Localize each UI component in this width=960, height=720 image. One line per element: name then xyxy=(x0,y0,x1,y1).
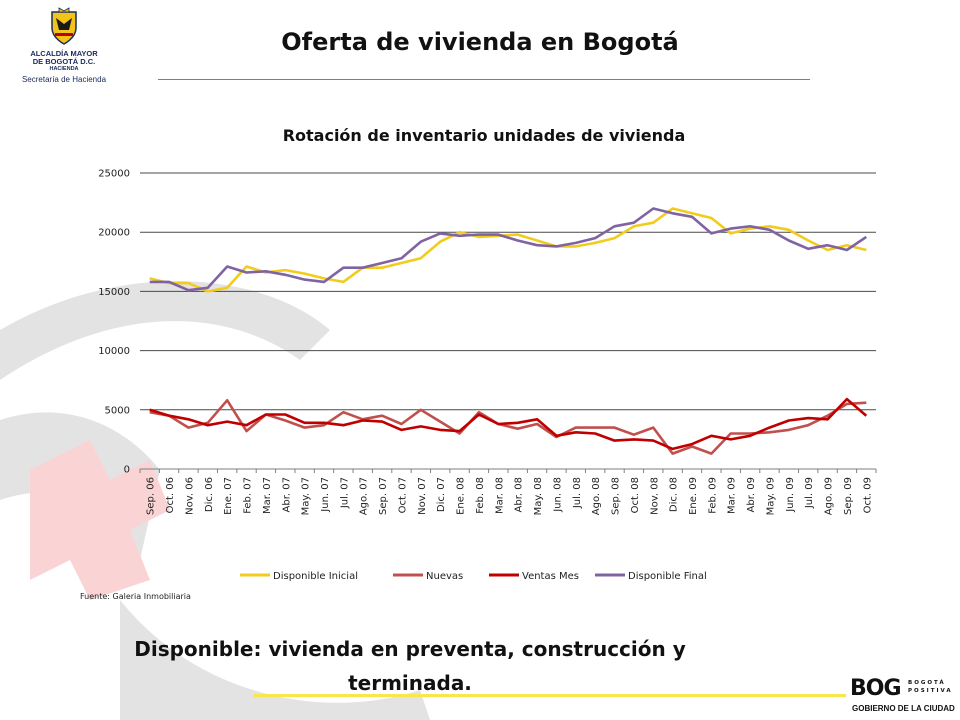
y-tick-label: 25000 xyxy=(98,169,130,180)
y-tick-label: 20000 xyxy=(98,228,130,239)
x-tick-label: Abr. 07 xyxy=(281,477,292,512)
institution-name-line2: DE BOGOTÁ D.C. xyxy=(32,57,96,66)
series-line-disponible-inicial xyxy=(149,207,867,293)
institution-name-line1: ALCALDÍA MAYOR xyxy=(30,49,98,58)
institution-logo: ALCALDÍA MAYOR DE BOGOTÁ D.C. HACIENDA S… xyxy=(8,6,120,92)
x-tick-label: Mar. 09 xyxy=(727,477,738,514)
gray-arc-decoration-bottom xyxy=(120,600,430,720)
y-axis: 0 5000 10000 15000 20000 25000 xyxy=(98,169,130,476)
x-tick-label: Jul. 09 xyxy=(804,477,815,509)
x-tick-label: Jun. 09 xyxy=(785,477,796,513)
x-tick-label: Dic. 08 xyxy=(669,477,680,512)
legend-label-disponible-final: Disponible Final xyxy=(628,571,707,582)
footnote-line2: terminada. xyxy=(348,671,472,695)
x-tick-label: May. 08 xyxy=(533,477,544,515)
footnote: Disponible: vivienda en preventa, constr… xyxy=(100,632,720,700)
legend-label-disponible-inicial: Disponible Inicial xyxy=(273,571,358,582)
x-tick-label: Feb. 08 xyxy=(475,477,486,514)
chart-source: Fuente: Galeria Inmobiliaria xyxy=(80,592,191,601)
x-tick-label: Mar. 07 xyxy=(262,477,273,514)
series-line-disponible-final xyxy=(149,207,868,292)
x-tick-label: Jun. 07 xyxy=(320,477,331,513)
x-tick-label: Oct. 09 xyxy=(862,477,873,513)
title-divider xyxy=(158,79,810,80)
institution-name-line3: HACIENDA xyxy=(49,66,79,72)
x-tick-label: Feb. 09 xyxy=(707,477,718,514)
chart-title: Rotación de inventario unidades de vivie… xyxy=(283,126,686,145)
x-tick-label: Feb. 07 xyxy=(243,477,254,514)
x-tick-label: Jun. 08 xyxy=(552,477,563,513)
series-line-nuevas xyxy=(149,398,867,455)
y-tick-label: 5000 xyxy=(105,405,130,416)
x-tick-label: Abr. 09 xyxy=(746,477,757,512)
coat-of-arms-icon xyxy=(51,7,77,45)
bottom-accent-rule xyxy=(254,694,846,697)
series-line-ventas-mes xyxy=(149,397,868,451)
gray-arc-decoration xyxy=(0,281,330,380)
x-tick-label: Nov. 08 xyxy=(649,477,660,515)
x-axis: Sep. 06 Oct. 06 Nov. 06 Dic. 06 Ene. 07 Feb. … xyxy=(139,469,877,515)
legend-label-nuevas: Nuevas xyxy=(426,571,463,582)
x-tick-label: Sep. 06 xyxy=(146,477,157,515)
x-tick-label: Oct. 07 xyxy=(397,477,408,513)
pink-cross-decoration xyxy=(30,440,170,600)
bog-logo-sub: GOBIERNO DE LA CIUDAD xyxy=(852,704,955,713)
bog-logo-main: BOG xyxy=(850,676,902,701)
x-tick-label: May. 09 xyxy=(765,477,776,515)
x-tick-label: Sep. 07 xyxy=(378,477,389,515)
x-tick-label: Dic. 07 xyxy=(436,477,447,512)
x-tick-label: Oct. 06 xyxy=(165,477,176,513)
line-chart: Rotación de inventario unidades de vivie… xyxy=(98,126,877,582)
x-tick-label: Ene. 09 xyxy=(688,477,699,515)
x-tick-label: Jul. 08 xyxy=(572,477,583,509)
x-tick-label: Sep. 08 xyxy=(611,477,622,515)
x-tick-label: Jul. 07 xyxy=(339,477,350,509)
y-tick-label: 0 xyxy=(124,465,130,476)
x-tick-label: Ago. 07 xyxy=(359,477,370,515)
bog-logo-side: BOGOTÁ POSITIVA xyxy=(908,679,954,695)
x-tick-label: Ene. 08 xyxy=(456,477,467,515)
bog-logo-side-line1: BOGOTÁ xyxy=(908,680,946,686)
x-tick-label: Oct. 08 xyxy=(630,477,641,513)
x-tick-label: Nov. 07 xyxy=(417,477,428,515)
x-tick-label: May. 07 xyxy=(301,477,312,515)
page-title: Oferta de vivienda en Bogotá xyxy=(281,28,679,56)
chart-series xyxy=(149,207,868,455)
x-tick-label: Ago. 09 xyxy=(824,477,835,515)
x-tick-label: Dic. 06 xyxy=(204,477,215,512)
x-tick-label: Ene. 07 xyxy=(223,477,234,515)
x-tick-label: Mar. 08 xyxy=(494,477,505,514)
x-tick-label: Abr. 08 xyxy=(514,477,525,512)
bogota-positiva-logo: BOG BOGOTÁ POSITIVA GOBIERNO DE LA CIUDA… xyxy=(850,676,956,718)
x-tick-label: Nov. 06 xyxy=(184,477,195,515)
legend-label-ventas-mes: Ventas Mes xyxy=(522,571,579,582)
chart-legend: Disponible Inicial Nuevas Ventas Mes Dispon… xyxy=(240,571,707,582)
y-tick-label: 10000 xyxy=(98,346,130,357)
footnote-line1: Disponible: vivienda en preventa, constr… xyxy=(134,637,686,661)
x-tick-label: Sep. 09 xyxy=(843,477,854,515)
bog-logo-side-line2: POSITIVA xyxy=(908,688,953,694)
x-tick-label: Ago. 08 xyxy=(591,477,602,515)
institution-name-line4: Secretaría de Hacienda xyxy=(21,75,107,84)
y-tick-label: 15000 xyxy=(98,287,130,298)
